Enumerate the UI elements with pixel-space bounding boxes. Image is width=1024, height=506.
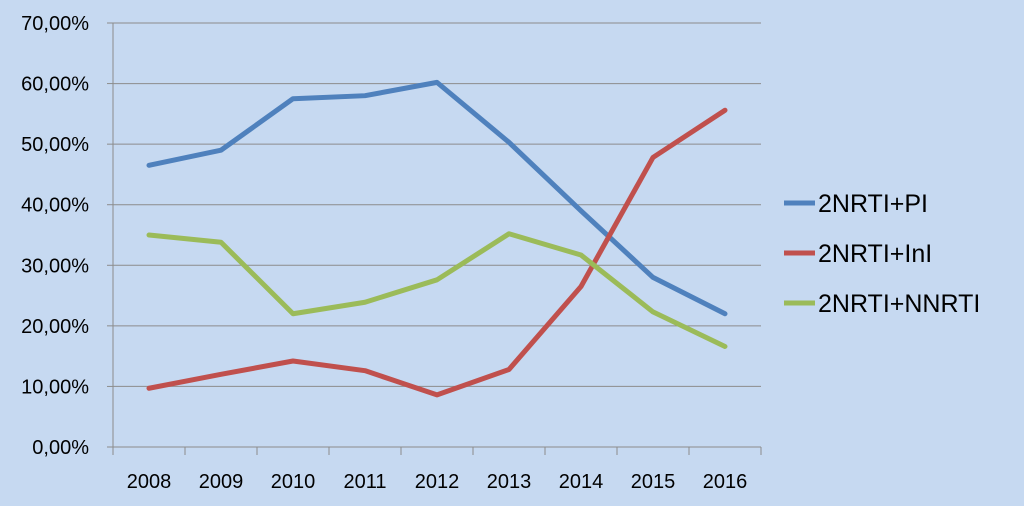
y-tick-label: 40,00% (21, 195, 89, 217)
series-line-2 (146, 107, 728, 398)
y-tick-label: 0,00% (32, 437, 89, 459)
legend-label: 2NRTI+InI (818, 240, 932, 268)
y-tick-label: 20,00% (21, 316, 89, 338)
series-line-3 (146, 231, 728, 349)
y-tick-label: 50,00% (21, 134, 89, 156)
gridlines (113, 22, 761, 387)
legend-label: 2NRTI+NNRTI (818, 290, 980, 318)
y-tick-label: 70,00% (21, 13, 89, 35)
y-tick-label: 10,00% (21, 376, 89, 398)
x-tick-label: 2008 (127, 471, 172, 493)
y-tick-label: 30,00% (21, 255, 89, 277)
y-tick-label: 60,00% (21, 74, 89, 96)
legend-label: 2NRTI+PI (818, 190, 928, 218)
x-tick-label: 2016 (703, 471, 748, 493)
x-tick-label: 2013 (487, 471, 532, 493)
x-tick-label: 2009 (199, 471, 244, 493)
legend: 2NRTI+PI 2NRTI+InI 2NRTI+NNRTI (784, 190, 980, 318)
x-tick-label: 2011 (343, 471, 386, 493)
series-lines (146, 79, 728, 398)
x-tick-label: 2010 (271, 471, 316, 493)
x-tick-label: 2012 (415, 471, 460, 493)
x-tick-label: 2015 (631, 471, 676, 493)
series-line-1 (146, 79, 728, 317)
x-tick-label: 2014 (559, 471, 604, 493)
tick-labels: 0,00% 10,00% 20,00% 30,00% 40,00% 50,00% 60,00… (21, 13, 747, 493)
axes (107, 22, 762, 455)
